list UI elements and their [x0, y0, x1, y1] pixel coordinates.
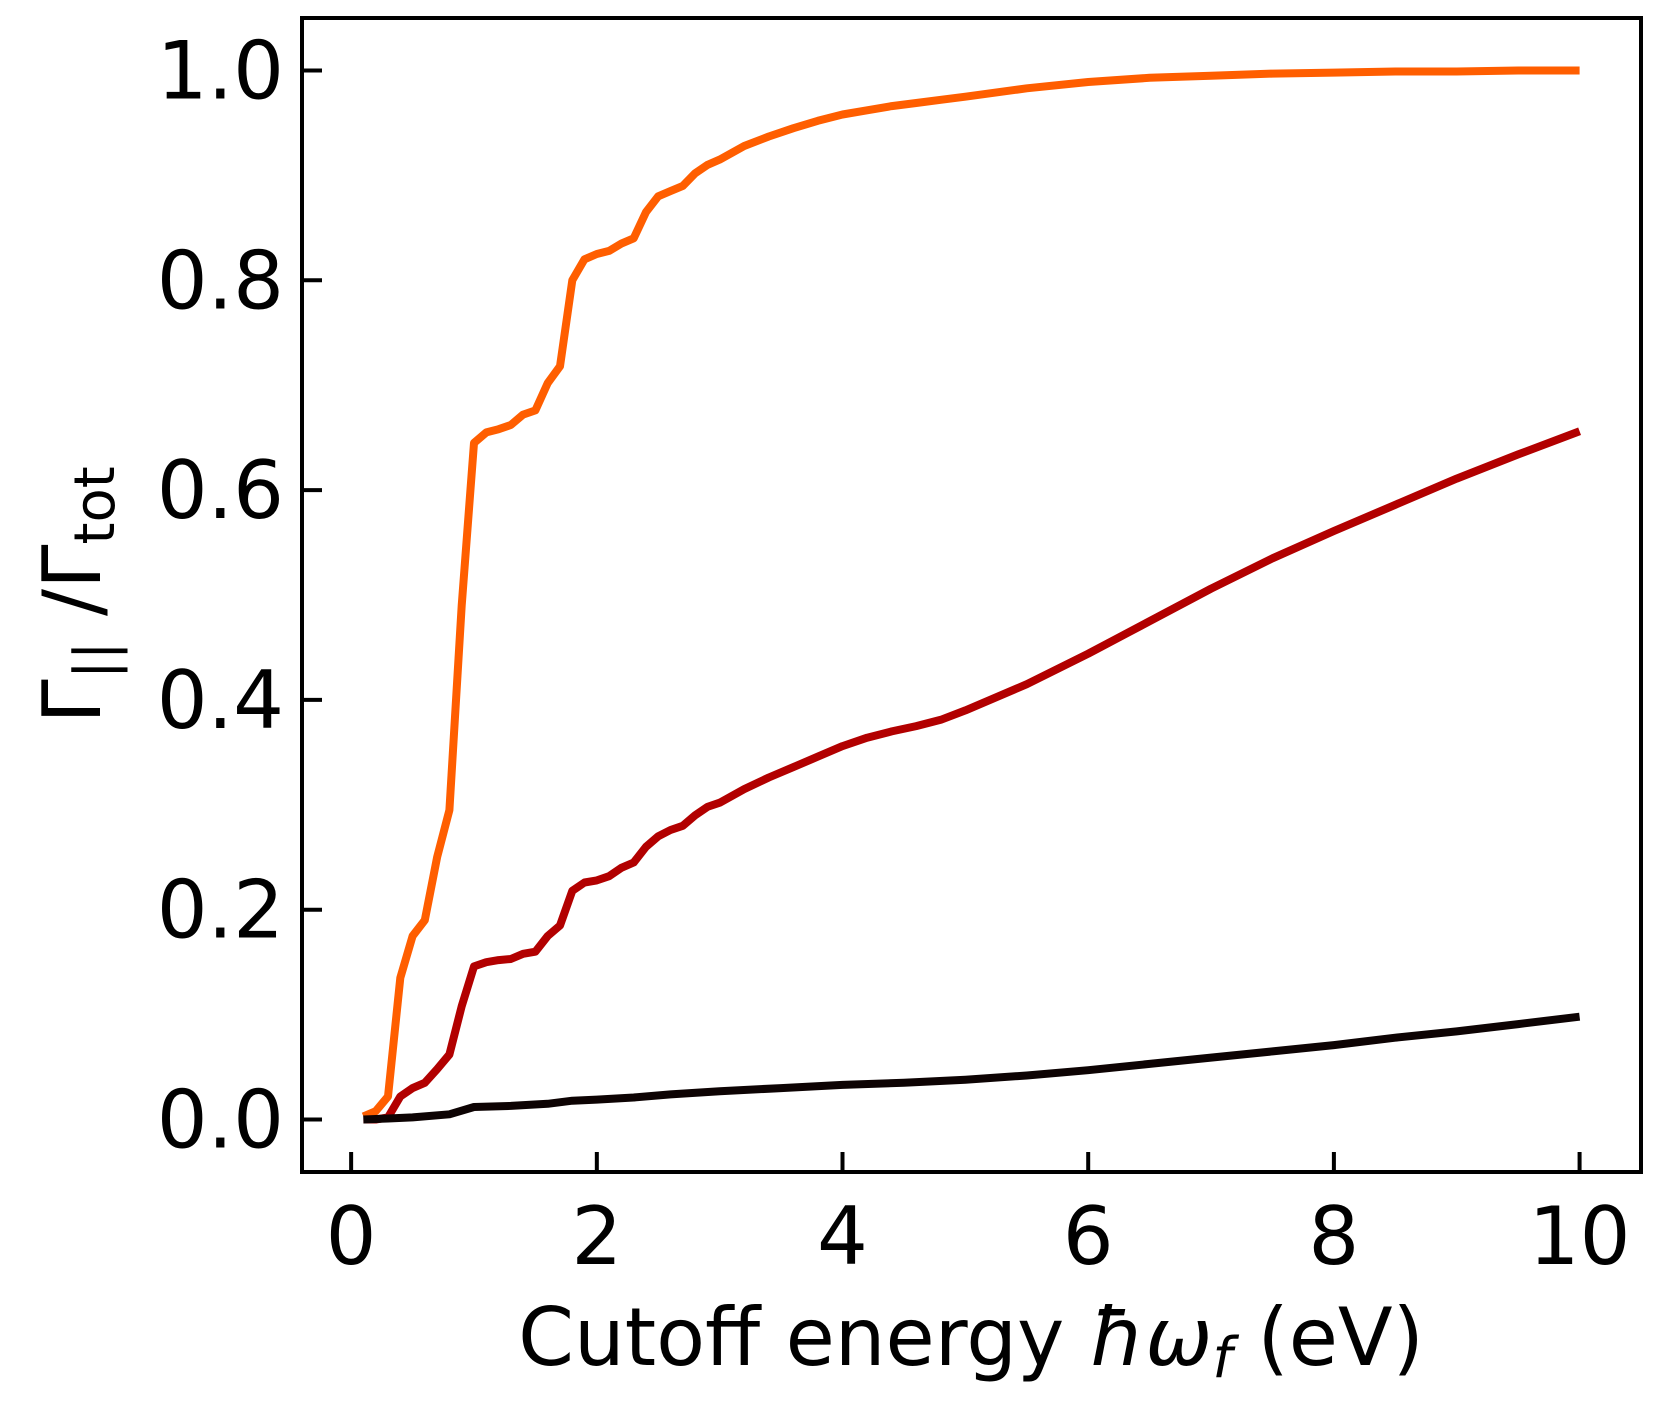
- y-tick-label: 0.0: [157, 1074, 284, 1167]
- y-tick-label: 0.4: [157, 654, 284, 747]
- x-axis-label: Cutoff energy ħωf (eV): [518, 1291, 1424, 1391]
- x-tick-label: 2: [571, 1190, 622, 1283]
- y-axis-label: Γ|| /Γtot: [26, 466, 128, 723]
- series-line-1: [361, 66, 1580, 1121]
- y-tick-label: 1.0: [157, 24, 284, 117]
- x-tick-label: 6: [1063, 1190, 1114, 1283]
- series-line-3: [363, 1012, 1581, 1124]
- y-axis-label-numerator-subscript: ||: [63, 641, 128, 679]
- y-axis-label-separator: /: [26, 589, 119, 641]
- x-tick-label: 4: [817, 1190, 868, 1283]
- x-tick-label: 10: [1529, 1190, 1631, 1283]
- y-axis-label-numerator-symbol: Γ: [26, 679, 119, 724]
- x-tick-label: 0: [326, 1190, 377, 1283]
- series-line-2: [363, 427, 1582, 1124]
- y-tick-label: 0.2: [157, 864, 284, 957]
- x-axis-label-symbol: ħω: [1090, 1291, 1213, 1384]
- tick-layer: 0 2 4 6 8 10 0.0 0.2 0.4 0.6 0.8 1.0: [157, 24, 1631, 1283]
- x-tick-label: 8: [1308, 1190, 1359, 1283]
- y-tick-label: 0.6: [157, 444, 284, 537]
- y-tick-label: 0.8: [157, 234, 284, 327]
- x-axis-label-prefix: Cutoff energy: [518, 1291, 1090, 1384]
- y-axis-label-denominator-subscript: tot: [63, 466, 128, 544]
- series-layer: [361, 66, 1582, 1124]
- plot-frame: [300, 16, 1643, 1174]
- y-axis-label-denominator-symbol: Γ: [26, 544, 119, 589]
- x-axis-label-suffix: (eV): [1232, 1291, 1424, 1384]
